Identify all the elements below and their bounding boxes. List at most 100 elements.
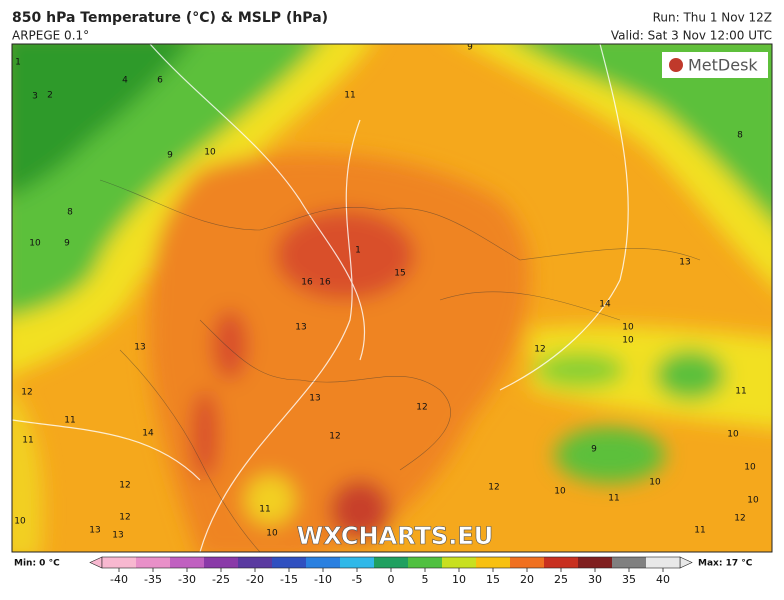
contour-label: 10	[266, 529, 278, 539]
contour-label: 14	[599, 300, 611, 310]
contour-label: 16	[319, 278, 331, 288]
colorbar-segment	[646, 557, 680, 568]
colorbar-tick-label: 35	[622, 573, 636, 586]
isotherms	[12, 44, 629, 552]
colorbar-segment	[408, 557, 442, 568]
colorbar-tick-label: 25	[554, 573, 568, 586]
contour-label: 13	[89, 526, 100, 536]
colorbar-segment	[238, 557, 272, 568]
contour-label: 11	[694, 526, 705, 536]
contour-label: 2	[47, 91, 53, 101]
colorbar-tick-label: -25	[212, 573, 230, 586]
contour-label: 13	[679, 258, 690, 268]
colorbar-tick-label: 10	[452, 573, 466, 586]
contour-label: 8	[67, 208, 73, 218]
colorbar-segment	[136, 557, 170, 568]
colorbar-arrow-right	[679, 556, 693, 569]
colorbar-segment	[578, 557, 612, 568]
logo-icon	[669, 58, 683, 72]
contour-label: 3	[32, 92, 38, 102]
contour-label: 10	[29, 239, 41, 249]
contour-label: 16	[301, 278, 313, 288]
contour-label: 12	[21, 388, 32, 398]
colorbar-tick-label: -35	[144, 573, 162, 586]
colorbar-arrow-left	[89, 556, 103, 569]
contour-label: 10	[747, 496, 759, 506]
colorbar-segment	[272, 557, 306, 568]
colorbar-tick-label: -5	[352, 573, 363, 586]
contour-label: 8	[737, 131, 743, 141]
colorbar-tick-label: 0	[388, 573, 395, 586]
contour-label: 4	[122, 76, 128, 86]
colorbar-segment	[612, 557, 646, 568]
contour-label: 1	[355, 246, 361, 256]
contour-label: 12	[534, 345, 545, 355]
legend-min: Min: 0 °C	[14, 559, 60, 569]
contour-label: 12	[488, 483, 499, 493]
colorbar-tick-label: -20	[246, 573, 264, 586]
colorbar-segment	[102, 557, 136, 568]
colorbar-tick-label: -15	[280, 573, 298, 586]
colorbar-tick-label: 40	[656, 573, 670, 586]
contour-label: 9	[591, 445, 597, 455]
contour-label: 1	[15, 58, 21, 68]
contour-label: 13	[295, 323, 306, 333]
contour-label: 10	[14, 517, 26, 527]
contour-label: 9	[167, 151, 173, 161]
map-frame	[11, 43, 773, 553]
model-name: ARPEGE 0.1°	[12, 29, 89, 43]
contour-label: 10	[744, 463, 756, 473]
contour-label: 12	[119, 481, 130, 491]
colorbar-segment	[306, 557, 340, 568]
colorbar-segment	[442, 557, 476, 568]
contour-label: 10	[622, 323, 634, 333]
colorbar-segment	[204, 557, 238, 568]
legend-max: Max: 17 °C	[698, 559, 753, 569]
contour-label: 11	[64, 416, 75, 426]
colorbar-tick-label: 15	[486, 573, 500, 586]
contour-label: 10	[204, 148, 216, 158]
contour-label: 12	[416, 403, 427, 413]
colorbar-segment	[340, 557, 374, 568]
contour-label: 15	[394, 269, 405, 279]
logo: MetDesk	[688, 56, 758, 75]
contour-label: 11	[22, 436, 33, 446]
colorbar-segment	[544, 557, 578, 568]
contour-label: 9	[64, 239, 70, 249]
colorbar-tick-label: -40	[110, 573, 128, 586]
map-title: 850 hPa Temperature (°C) & MSLP (hPa)	[12, 10, 328, 26]
colorbar-segment	[170, 557, 204, 568]
contour-label: 14	[142, 429, 154, 439]
colorbar-tick-label: 5	[422, 573, 429, 586]
contour-label: 6	[157, 76, 163, 86]
colorbar-tick-label: 20	[520, 573, 534, 586]
colorbar-tick-label: 30	[588, 573, 602, 586]
contour-label: 9	[467, 43, 473, 53]
contour-label: 11	[735, 387, 746, 397]
run-time: Run: Thu 1 Nov 12Z	[653, 11, 772, 25]
temperature-field	[12, 44, 772, 552]
contour-label: 11	[608, 494, 619, 504]
colorbar: -40 -35 -30 -25 -20 -15 -10 -5 0 5 10 15 20 25 30 35 40	[89, 556, 693, 586]
contour-label: 10	[622, 336, 634, 346]
colorbar-tick-label: -30	[178, 573, 196, 586]
borders	[99, 179, 701, 552]
colorbar-tick-label: -10	[314, 573, 332, 586]
contour-label: 13	[309, 394, 320, 404]
contour-label: 12	[119, 513, 130, 523]
colorbar-segment	[476, 557, 510, 568]
colorbar-segment	[510, 557, 544, 568]
contour-label: 11	[259, 505, 270, 515]
contour-label: 12	[734, 514, 745, 524]
contour-label: 10	[727, 430, 739, 440]
contour-label: 13	[112, 531, 123, 541]
colorbar-frame	[101, 556, 681, 569]
watermark: WXCHARTS.EU	[297, 522, 493, 550]
contour-label: 13	[134, 343, 145, 353]
contour-label: 10	[649, 478, 661, 488]
contour-label: 11	[344, 91, 355, 101]
valid-time: Valid: Sat 3 Nov 12:00 UTC	[611, 29, 772, 43]
